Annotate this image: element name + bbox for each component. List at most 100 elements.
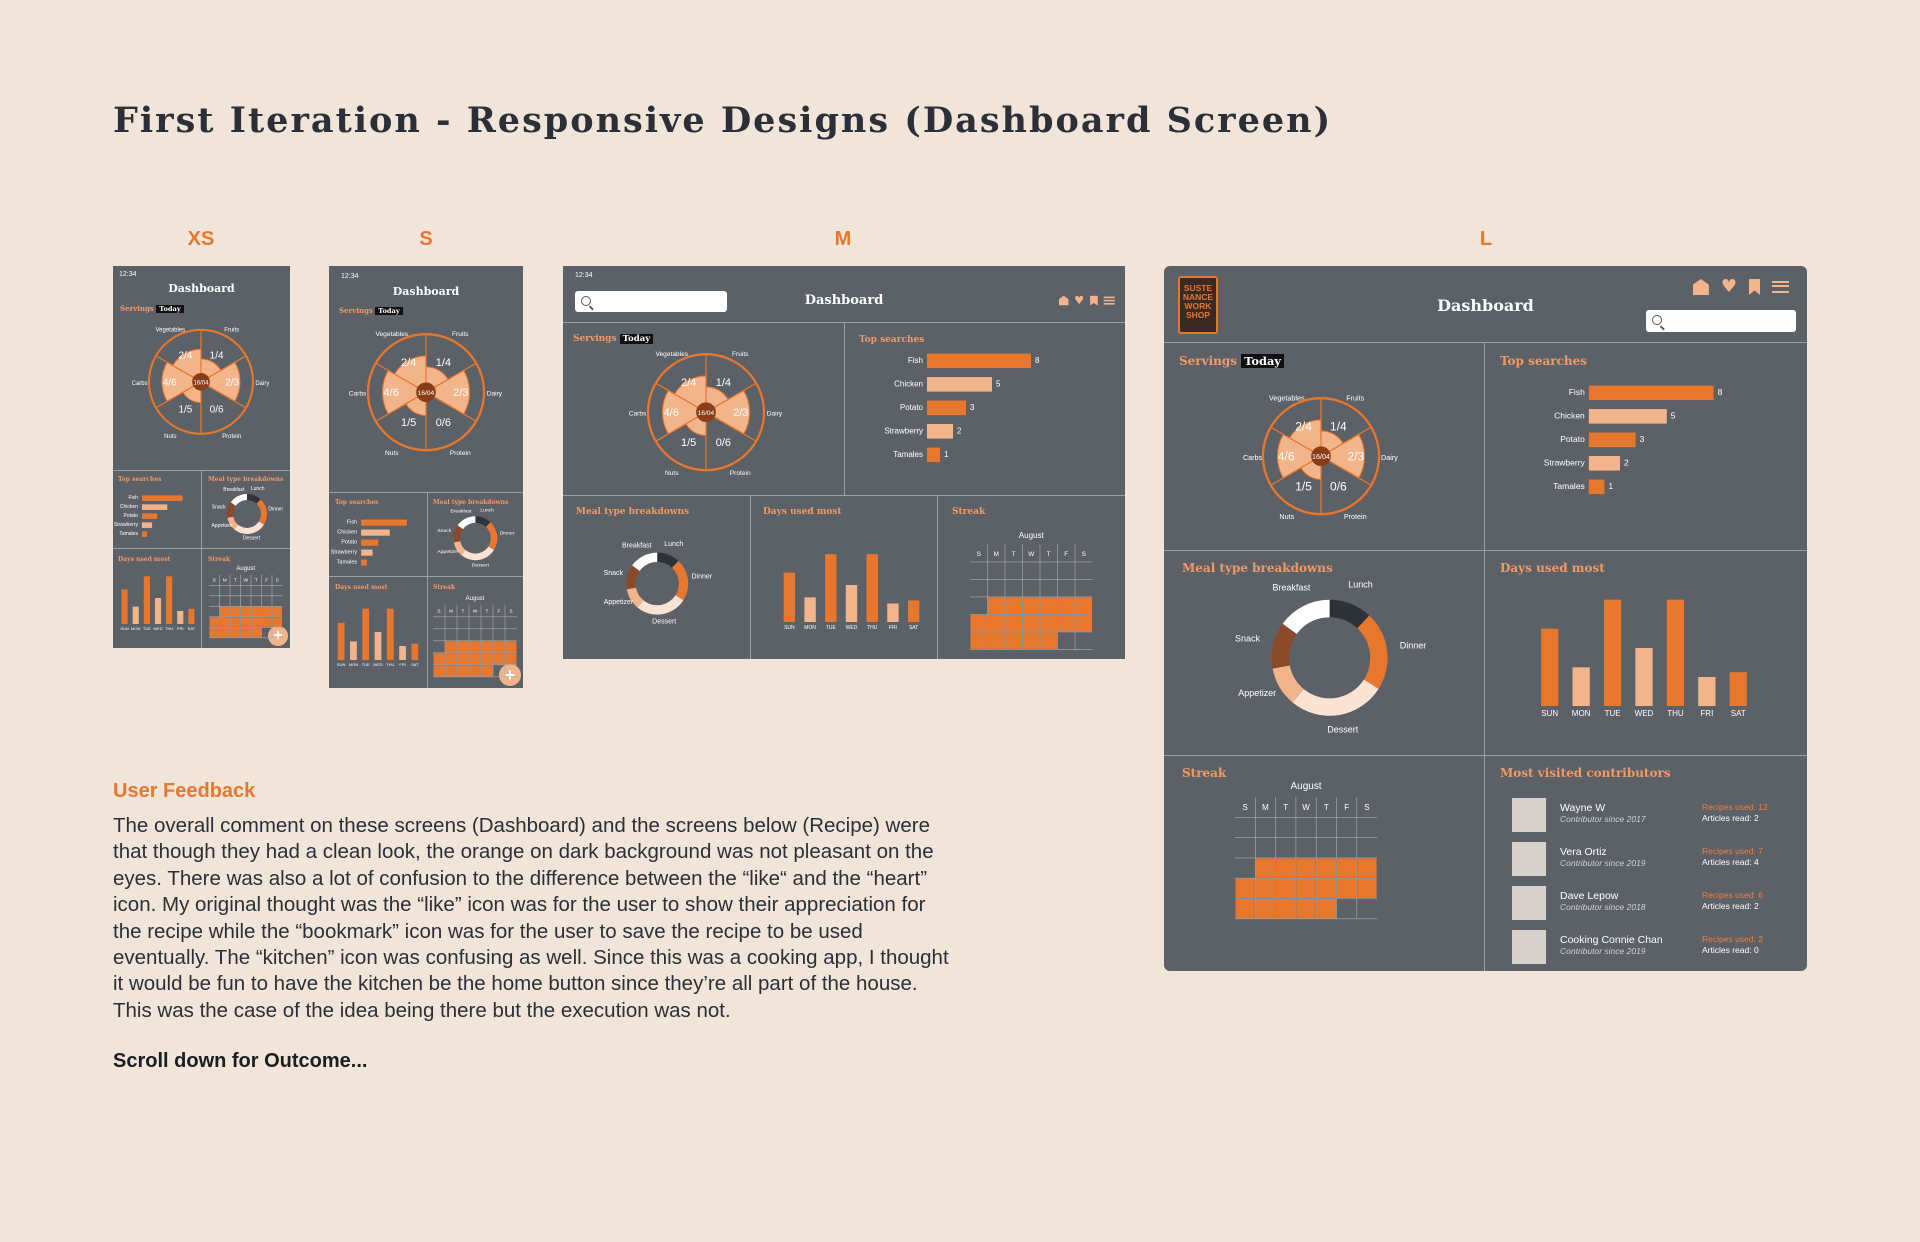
days-used-bar <box>866 554 878 622</box>
servings-slice <box>705 389 750 435</box>
top-search-label: Fish <box>1569 387 1585 397</box>
days-used-bar <box>1603 599 1622 706</box>
streak-day-filled <box>988 597 1005 614</box>
servings-slice-label: 1/5 <box>401 417 416 429</box>
top-search-bar <box>141 495 183 501</box>
days-used-chart: SUN MON TUE WED THU FRI SAT <box>337 608 419 667</box>
servings-slice-label: 0/6 <box>436 417 451 429</box>
bookmark-icon[interactable] <box>1090 295 1099 306</box>
days-used-label: FRI <box>889 625 897 631</box>
servings-category-label: Vegetables <box>656 351 689 358</box>
days-used-label: MON <box>131 626 140 631</box>
contributors-label: Most visited contributors <box>1500 766 1671 780</box>
streak-day-filled <box>1336 858 1357 878</box>
streak-day-filled <box>1058 597 1075 614</box>
contributor-avatar <box>1512 930 1546 964</box>
streak-day-filled <box>1296 878 1316 898</box>
days-used-bar <box>887 603 899 622</box>
meal-type-label: Breakfast <box>450 509 472 515</box>
top-search-bar <box>141 531 148 537</box>
app-logo[interactable]: SUSTE NANCE WORK SHOP <box>1178 276 1218 334</box>
servings-label: Servings Today <box>1179 354 1284 368</box>
top-search-bar <box>141 513 158 519</box>
days-used-label: Days used most <box>335 584 388 591</box>
servings-slice-label: 4/6 <box>1278 449 1295 463</box>
streak-weekday-label: S <box>437 609 440 615</box>
streak-day-filled <box>469 665 481 677</box>
meal-type-label: Appetizer <box>211 523 232 529</box>
days-used-label: WED <box>153 626 162 631</box>
streak-weekday-label: T <box>486 609 489 615</box>
servings-slice-label: 2/3 <box>453 387 468 399</box>
kitchen-icon[interactable] <box>1059 295 1069 306</box>
streak-day-filled <box>493 641 505 653</box>
contributor-since: Contributor since 2018 <box>1560 902 1646 912</box>
days-used-bar <box>804 597 816 622</box>
servings-category-label: Vegetables <box>156 328 186 334</box>
menu-icon[interactable] <box>1103 296 1115 305</box>
add-fab-button[interactable]: + <box>268 626 288 646</box>
add-fab-button[interactable]: + <box>499 664 521 686</box>
servings-center-label: 16/04 <box>698 410 715 417</box>
days-used-label: SAT <box>1731 709 1746 718</box>
search-input[interactable] <box>575 291 727 312</box>
servings-center-label: 16/04 <box>418 390 435 397</box>
streak-day-filled <box>1005 597 1022 614</box>
contributor-avatar <box>1512 842 1546 876</box>
streak-day-filled <box>241 606 251 617</box>
heart-icon[interactable]: ♥ <box>1074 294 1085 307</box>
streak-weekday-label: T <box>1283 803 1288 812</box>
top-searches-chart: Fish 8 Chicken 5 Potato 3 Strawberry 2 Tamales 1 <box>884 353 1040 463</box>
streak-day-filled <box>220 617 230 627</box>
days-used-bar <box>386 608 394 660</box>
streak-day-filled <box>251 606 261 617</box>
servings-category-label: Dairy <box>1381 453 1398 462</box>
days-used-bar <box>399 646 406 660</box>
days-used-label: THU <box>165 626 173 631</box>
streak-weekday-label: W <box>1302 803 1310 812</box>
streak-day-filled <box>209 617 219 627</box>
servings-category-label: Dairy <box>255 381 269 387</box>
streak-label: Streak <box>208 556 231 563</box>
bookmark-icon[interactable] <box>1749 279 1760 295</box>
streak-weekday-label: M <box>449 609 453 615</box>
servings-slice-label: 1/5 <box>178 405 192 416</box>
days-used-bar <box>350 641 357 660</box>
top-search-value: 2 <box>957 426 962 435</box>
servings-category-label: Nuts <box>1279 512 1294 521</box>
streak-day-filled <box>505 653 517 665</box>
top-search-bar <box>1588 385 1714 401</box>
days-used-bar <box>143 576 150 624</box>
servings-slice <box>382 369 427 415</box>
servings-slice-label: 2/4 <box>401 357 416 369</box>
streak-day-filled <box>493 653 505 665</box>
menu-icon[interactable] <box>1772 281 1789 293</box>
servings-chart: 1/4 Fruits 2/3 Dairy 0/6 Protein 1/5 Nuts 4/6 Car… <box>349 331 503 457</box>
servings-category-label: Protein <box>730 470 751 477</box>
header-icons: ♥ <box>1692 276 1789 297</box>
top-search-label: Potato <box>341 540 357 546</box>
streak-month-label: August <box>1291 781 1322 792</box>
meal-type-hole <box>635 562 679 606</box>
scroll-cta: Scroll down for Outcome... <box>113 1050 368 1072</box>
search-input[interactable] <box>1646 310 1796 332</box>
meal-type-label: Dessert <box>652 619 676 626</box>
meal-type-label: Meal type breakdowns <box>433 499 509 506</box>
heart-icon[interactable]: ♥ <box>1720 276 1737 297</box>
streak-day-filled <box>1357 858 1377 878</box>
days-used-bar <box>907 600 920 622</box>
streak-day-filled <box>970 632 987 649</box>
streak-weekday-label: S <box>509 609 512 615</box>
top-search-value: 3 <box>1640 434 1645 444</box>
days-used-label: FRI <box>1700 709 1713 718</box>
servings-slice-label: 4/6 <box>384 387 399 399</box>
contributor-since: Contributor since 2019 <box>1560 858 1646 868</box>
top-search-bar <box>361 529 390 536</box>
kitchen-icon[interactable] <box>1692 279 1709 295</box>
days-used-bar <box>121 589 128 624</box>
top-search-value: 1 <box>944 450 949 459</box>
streak-day-filled <box>1040 614 1057 632</box>
days-used-label: SAT <box>411 662 419 667</box>
